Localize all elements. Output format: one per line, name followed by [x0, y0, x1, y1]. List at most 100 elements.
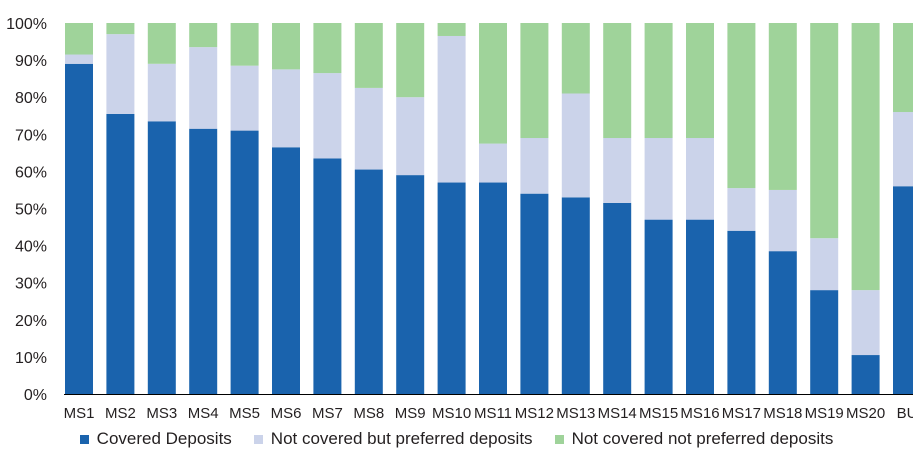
y-tick-label: 0% — [24, 387, 47, 404]
x-tick-label: MS5 — [229, 405, 260, 422]
bar-segment-3 — [768, 23, 797, 190]
y-tick-label: 80% — [15, 90, 47, 107]
legend-label-not-preferred: Not covered not preferred deposits — [571, 429, 834, 448]
bar-segment-3 — [106, 23, 135, 35]
y-tick-label: 30% — [15, 276, 47, 293]
bar-segment-1 — [810, 290, 839, 394]
bar-segment-1 — [396, 175, 425, 394]
bar-segment-3 — [727, 23, 756, 189]
bar-segment-1 — [65, 63, 93, 395]
bar-segment-2 — [644, 138, 673, 220]
bar-segment-1 — [313, 158, 342, 394]
x-tick-label: MS8 — [353, 405, 384, 422]
bar-segment-2 — [520, 138, 549, 194]
x-tick-label: BU — [897, 405, 913, 422]
bar-segment-2 — [313, 73, 342, 159]
bar-segment-3 — [230, 23, 259, 66]
y-tick-label: 40% — [15, 239, 47, 256]
bar-segment-1 — [437, 182, 466, 394]
bar-segment-2 — [603, 138, 632, 203]
x-tick-label: MS6 — [271, 405, 302, 422]
bar-segment-1 — [520, 193, 549, 394]
x-tick-label: MS1 — [64, 405, 95, 422]
bar-segment-2 — [810, 238, 839, 291]
bar-segment-1 — [686, 219, 714, 394]
bar-segment-3 — [479, 23, 507, 144]
bar-segment-1 — [727, 230, 756, 394]
bar-segment-2 — [147, 63, 176, 122]
bar-segment-2 — [768, 189, 797, 252]
y-tick-label: 10% — [15, 350, 47, 367]
bar-segment-2 — [727, 188, 756, 231]
y-tick-label: 20% — [15, 313, 47, 330]
bar-segment-2 — [561, 93, 590, 198]
bar-segment-2 — [230, 65, 259, 131]
bar-segment-3 — [561, 23, 590, 94]
x-tick-label: MS20 — [846, 405, 885, 422]
bar-segment-3 — [65, 23, 93, 55]
bar-segment-2 — [893, 112, 913, 187]
bar-segment-3 — [603, 23, 632, 139]
bar-segment-2 — [437, 35, 466, 183]
bar-segment-1 — [644, 219, 673, 394]
bar-segment-3 — [313, 23, 342, 74]
bar-segment-1 — [354, 169, 383, 394]
x-tick-label: MS16 — [680, 405, 719, 422]
bar-segment-1 — [230, 130, 259, 394]
x-tick-label: MS14 — [598, 405, 637, 422]
legend-label-preferred: Not covered but preferred deposits — [270, 429, 533, 448]
x-tick-label: MS15 — [639, 405, 678, 422]
legend-swatch-covered — [79, 434, 89, 444]
bar-segment-2 — [354, 87, 383, 170]
bar-segment-3 — [644, 23, 673, 139]
y-tick-label: 100% — [6, 16, 47, 33]
bar-segment-3 — [147, 23, 176, 64]
legend-swatch-preferred — [253, 434, 263, 444]
bar-segment-1 — [189, 128, 218, 395]
x-tick-label: MS4 — [188, 405, 219, 422]
bar-segment-3 — [686, 23, 714, 139]
bar-segment-1 — [106, 113, 135, 395]
x-tick-label: MS9 — [395, 405, 426, 422]
x-tick-label: MS3 — [146, 405, 177, 422]
bar-segment-2 — [106, 34, 135, 114]
x-tick-label: MS10 — [432, 405, 471, 422]
x-tick-label: MS7 — [312, 405, 343, 422]
bar-segment-1 — [272, 147, 300, 394]
legend-item-preferred: Not covered but preferred deposits — [253, 429, 533, 449]
bar-segment-2 — [479, 143, 507, 183]
bar-segment-3 — [189, 23, 218, 48]
x-tick-label: MS2 — [105, 405, 136, 422]
x-tick-label: MS13 — [556, 405, 595, 422]
bar-segment-2 — [189, 47, 218, 129]
legend-swatch-not-preferred — [554, 434, 564, 444]
x-tick-label: MS11 — [474, 405, 512, 422]
legend-item-not-preferred: Not covered not preferred deposits — [554, 429, 834, 449]
bar-segment-3 — [396, 23, 425, 98]
bar-segment-3 — [520, 23, 549, 139]
bar-segment-2 — [272, 69, 300, 148]
y-tick-label: 90% — [15, 53, 47, 70]
bar-segment-2 — [65, 54, 93, 64]
bar-segment-3 — [354, 23, 383, 88]
bar-segment-1 — [479, 182, 507, 394]
legend-label-covered: Covered Deposits — [96, 429, 232, 448]
bar-segment-1 — [603, 202, 632, 394]
bar-segment-3 — [272, 23, 300, 70]
y-tick-label: 60% — [15, 164, 47, 181]
bar-segment-1 — [893, 186, 913, 394]
bar-segment-2 — [396, 97, 425, 176]
bar-segment-3 — [437, 23, 466, 36]
bar-segment-3 — [893, 23, 913, 113]
x-tick-label: MS12 — [515, 405, 554, 422]
bar-segment-1 — [851, 355, 880, 394]
bar-segment-1 — [768, 251, 797, 394]
bar-segment-3 — [851, 23, 880, 291]
bar-segment-1 — [147, 121, 176, 394]
legend-item-covered: Covered Deposits — [79, 429, 232, 449]
x-tick-label: MS19 — [805, 405, 844, 422]
bar-segment-1 — [561, 197, 590, 394]
y-tick-label: 50% — [15, 202, 47, 219]
